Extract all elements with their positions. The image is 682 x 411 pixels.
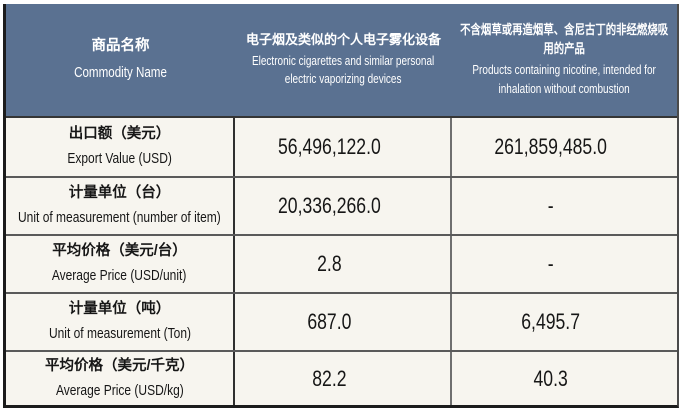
header-nicotine-products-zh: 不含烟草或再造烟草、含尼古丁的非经燃烧吸用的产品 xyxy=(460,22,669,57)
row-label-zh: 出口额（美元） xyxy=(68,126,171,143)
row-label-en: Average Price (USD/kg) xyxy=(55,381,184,399)
table-row-unit-ton: 计量单位（吨） Unit of measurement (Ton) 687.0 … xyxy=(6,292,677,350)
table-row-avg-price-kg: 平均价格（美元/千克） Average Price (USD/kg) 82.2 … xyxy=(6,350,677,405)
row-label-zh: 平均价格（美元/台） xyxy=(52,243,187,260)
row-label-en: Unit of measurement (number of item) xyxy=(18,209,221,226)
table-row-export-value: 出口额（美元） Export Value (USD) 56,496,122.0 … xyxy=(6,116,677,176)
row-label-en: Export Value (USD) xyxy=(67,150,172,167)
value-cell-nicotine-export-value: 261,859,485.0 xyxy=(452,118,677,176)
value-cell-nicotine-unit-items: - xyxy=(452,178,677,234)
value-text: 6,495.7 xyxy=(521,309,580,334)
value-cell-ecig-avg-price-unit: 2.8 xyxy=(235,236,452,292)
row-label-zh: 计量单位（吨） xyxy=(68,301,171,318)
row-label-export-value: 出口额（美元） Export Value (USD) xyxy=(6,118,235,176)
header-commodity-name-zh: 商品名称 xyxy=(91,37,150,54)
value-text: 40.3 xyxy=(533,365,568,391)
row-label-en: Unit of measurement (Ton) xyxy=(48,325,191,342)
header-cell-electronic-cigarettes: 电子烟及类似的个人电子雾化设备 Electronic cigarettes an… xyxy=(235,4,452,116)
value-cell-nicotine-avg-price-unit: - xyxy=(452,236,677,292)
value-cell-nicotine-unit-ton: 6,495.7 xyxy=(452,294,677,350)
value-cell-ecig-export-value: 56,496,122.0 xyxy=(235,118,452,176)
value-text: 687.0 xyxy=(307,309,352,334)
row-label-avg-price-unit: 平均价格（美元/台） Average Price (USD/unit) xyxy=(6,236,235,292)
header-cell-nicotine-products: 不含烟草或再造烟草、含尼古丁的非经燃烧吸用的产品 Products contai… xyxy=(452,4,677,116)
value-cell-nicotine-avg-price-kg: 40.3 xyxy=(452,352,677,405)
value-cell-ecig-unit-ton: 687.0 xyxy=(235,294,452,350)
header-electronic-cigarettes-en: Electronic cigarettes and similar person… xyxy=(252,53,435,87)
value-text: - xyxy=(547,193,554,218)
header-electronic-cigarettes-zh: 电子烟及类似的个人电子雾化设备 xyxy=(245,31,441,47)
row-label-en: Average Price (USD/unit) xyxy=(52,267,187,284)
table-header-row: 商品名称 Commodity Name 电子烟及类似的个人电子雾化设备 Elec… xyxy=(6,4,677,116)
row-label-avg-price-kg: 平均价格（美元/千克） Average Price (USD/kg) xyxy=(6,352,235,405)
header-nicotine-products-en: Products containing nicotine, intended f… xyxy=(472,63,657,96)
row-label-zh: 平均价格（美元/千克） xyxy=(44,357,195,374)
table-row-unit-items: 计量单位（台） Unit of measurement (number of i… xyxy=(6,176,677,234)
value-cell-ecig-unit-items: 20,336,266.0 xyxy=(235,178,452,234)
value-cell-ecig-avg-price-kg: 82.2 xyxy=(235,352,452,405)
table-row-avg-price-unit: 平均价格（美元/台） Average Price (USD/unit) 2.8 … xyxy=(6,234,677,292)
commodity-export-table: 商品名称 Commodity Name 电子烟及类似的个人电子雾化设备 Elec… xyxy=(3,4,679,408)
value-text: 20,336,266.0 xyxy=(277,193,381,218)
value-text: - xyxy=(547,251,554,276)
header-cell-commodity-name: 商品名称 Commodity Name xyxy=(6,4,235,116)
row-label-unit-ton: 计量单位（吨） Unit of measurement (Ton) xyxy=(6,294,235,350)
header-commodity-name-en: Commodity Name xyxy=(74,64,167,81)
row-label-zh: 计量单位（台） xyxy=(68,185,171,202)
value-text: 82.2 xyxy=(311,365,347,391)
value-text: 261,859,485.0 xyxy=(494,134,607,159)
value-text: 2.8 xyxy=(316,251,342,276)
row-label-unit-items: 计量单位（台） Unit of measurement (number of i… xyxy=(6,178,235,234)
value-text: 56,496,122.0 xyxy=(277,134,381,159)
